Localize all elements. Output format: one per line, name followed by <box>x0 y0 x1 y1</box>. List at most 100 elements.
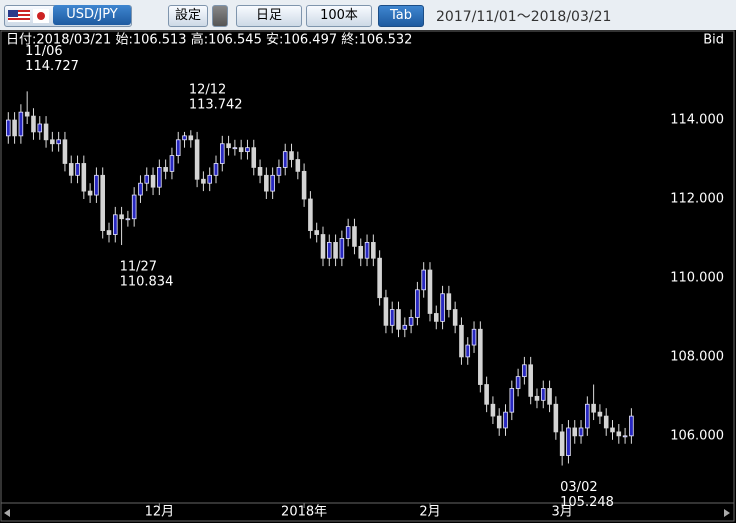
candle-body <box>415 289 420 318</box>
y-tick-label: 106.000 <box>670 428 724 443</box>
annotation-date: 11/27 <box>120 260 157 275</box>
candle-body <box>18 111 24 137</box>
count-button[interactable]: 100本 <box>306 5 372 27</box>
menu-button[interactable] <box>212 5 228 27</box>
candle-body <box>232 147 238 150</box>
candle-body <box>219 143 225 164</box>
pair-selector[interactable]: USD/JPY <box>4 5 132 27</box>
candle-body <box>377 257 382 299</box>
candle-body <box>87 190 93 196</box>
candle-body <box>295 159 301 172</box>
date-range: 2017/11/01～2018/03/21 <box>436 9 612 25</box>
candle-body <box>157 167 162 188</box>
candle-body <box>465 344 471 358</box>
candle-body <box>446 293 452 310</box>
candle-body <box>301 170 307 200</box>
us-flag <box>8 10 30 22</box>
candle-body <box>364 242 370 259</box>
candle-body <box>339 238 345 259</box>
candle-body <box>471 328 477 346</box>
candle-body <box>194 139 200 180</box>
annotation-date: 12/12 <box>189 83 226 98</box>
candle-body <box>31 115 36 133</box>
candle-body <box>326 242 332 259</box>
candle-body <box>496 415 502 429</box>
candle-body <box>389 309 395 326</box>
candle-body <box>610 427 615 433</box>
candle-body <box>622 435 628 438</box>
candle-body <box>182 135 187 141</box>
candle-body <box>163 167 168 172</box>
candle-body <box>559 431 565 456</box>
settings-button[interactable]: 設定 <box>168 5 208 27</box>
candle-body <box>421 269 426 291</box>
candle-body <box>603 415 609 429</box>
jp-flag <box>33 9 49 23</box>
candle-body <box>100 174 105 231</box>
candle-body <box>238 147 244 153</box>
x-tick-label: 12月 <box>145 505 175 520</box>
candle-body <box>509 388 515 413</box>
candle-body <box>131 194 137 220</box>
candle-body <box>68 163 74 176</box>
candle-body <box>383 297 389 326</box>
candle-body <box>144 174 150 184</box>
y-tick-label: 110.000 <box>670 270 724 285</box>
y-tick-label: 112.000 <box>670 192 724 207</box>
x-tick-label: 3月 <box>552 505 573 520</box>
candle-body <box>308 198 313 231</box>
candle-body <box>616 431 622 437</box>
candle-body <box>572 427 578 437</box>
candle-body <box>188 135 194 141</box>
candle-body <box>251 147 257 168</box>
pair-label: USD/JPY <box>53 5 131 25</box>
x-tick-label: 2月 <box>419 505 440 520</box>
candle-body <box>522 364 527 378</box>
tab-button[interactable]: Tab <box>378 5 424 27</box>
candle-body <box>352 226 357 247</box>
candle-body <box>358 245 364 259</box>
candle-body <box>119 214 124 220</box>
candle-body <box>75 163 80 176</box>
candle-body <box>515 376 521 389</box>
candle-body <box>314 230 319 235</box>
period-button[interactable]: 日足 <box>236 5 302 27</box>
candle-body <box>440 293 445 322</box>
frame <box>0 30 735 522</box>
candle-body <box>591 403 596 413</box>
candle-body <box>396 309 401 330</box>
candle-body <box>345 226 351 239</box>
candle-body <box>150 174 156 188</box>
candle-body <box>207 174 212 184</box>
candle-body <box>50 139 55 145</box>
candle-body <box>408 317 414 326</box>
candle-body <box>402 324 408 330</box>
candle-body <box>81 163 87 192</box>
candle-body <box>62 139 68 164</box>
annotation-date: 03/02 <box>560 480 597 495</box>
candle-body <box>125 218 131 221</box>
candle-body <box>257 167 263 176</box>
ohlc-info: 日付:2018/03/21 始:106.513 高:106.545 安:106.… <box>6 32 412 48</box>
price-side: Bid <box>703 33 724 48</box>
candle-body <box>452 309 458 326</box>
scroll-right[interactable] <box>724 509 730 517</box>
candle-body <box>371 242 376 259</box>
candle-body <box>585 403 590 429</box>
toolbar: USD/JPY 設定 日足 100本 Tab 2017/11/01～2018/0… <box>0 0 736 30</box>
x-tick-label: 2018年 <box>281 505 327 520</box>
y-tick-label: 114.000 <box>670 113 724 128</box>
scroll-left[interactable] <box>4 509 10 517</box>
annotation-value: 114.727 <box>25 59 79 74</box>
candle-body <box>56 139 61 145</box>
candle-body <box>320 234 326 259</box>
candle-body <box>175 139 181 156</box>
candle-body <box>270 174 275 192</box>
candle-body <box>578 427 584 437</box>
candle-body <box>276 167 282 176</box>
candle-body <box>94 174 99 196</box>
candle-body <box>245 147 250 153</box>
candle-body <box>333 242 338 259</box>
candle-body <box>289 151 294 160</box>
candle-body <box>597 411 603 417</box>
